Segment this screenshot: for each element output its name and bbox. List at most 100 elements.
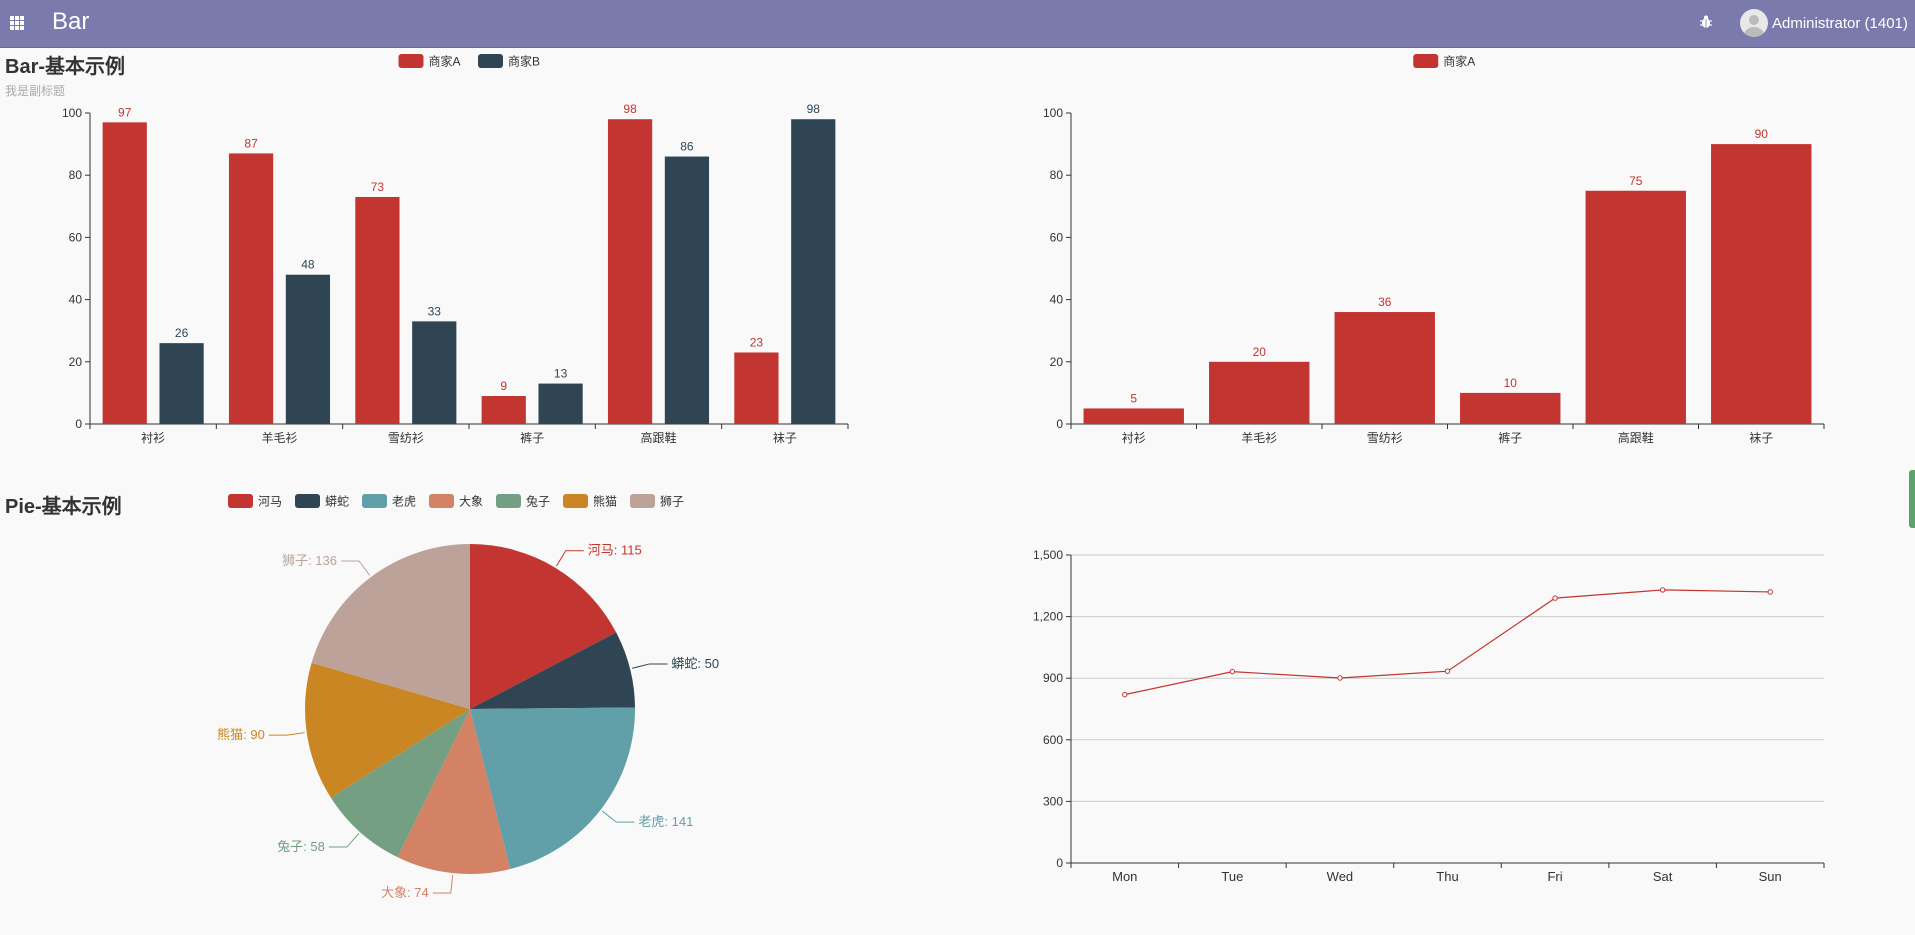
bar <box>791 119 836 424</box>
legend-swatch <box>478 54 503 68</box>
legend-label: 商家B <box>508 54 540 69</box>
data-point <box>1767 589 1773 595</box>
data-label: 97 <box>118 105 132 119</box>
data-label: 48 <box>301 258 315 272</box>
x-tick-label: 裤子 <box>1498 431 1522 445</box>
y-tick-label: 1,500 <box>1033 548 1063 562</box>
pie-slice <box>397 709 511 874</box>
data-label: 87 <box>244 136 258 150</box>
legend-label: 蟒蛇 <box>325 494 349 509</box>
bug-icon[interactable] <box>1697 13 1715 31</box>
y-tick-label: 0 <box>75 417 82 431</box>
x-tick-label: 衬衫 <box>141 431 165 445</box>
pie-label-line <box>268 732 305 736</box>
legend-label: 兔子 <box>526 494 550 509</box>
pie-label-line <box>631 663 668 669</box>
data-point <box>1659 587 1666 593</box>
y-tick-label: 20 <box>69 355 83 369</box>
x-tick-label: 高跟鞋 <box>640 430 676 445</box>
x-tick-label: 高跟鞋 <box>1618 430 1654 445</box>
legend-swatch <box>362 494 387 508</box>
bar <box>1585 190 1686 424</box>
legend-label: 河马 <box>258 495 282 509</box>
legend-swatch <box>630 494 655 508</box>
bar <box>1460 392 1561 424</box>
x-tick-label: 羊毛衫 <box>1241 430 1277 445</box>
data-label: 98 <box>807 102 821 116</box>
bar <box>538 383 583 424</box>
x-tick-label: Mon <box>1112 869 1137 884</box>
y-tick-label: 0 <box>1056 417 1063 431</box>
data-point <box>1552 595 1558 601</box>
bar-chart-title: Bar-基本示例 <box>5 56 126 78</box>
data-label: 10 <box>1504 376 1518 390</box>
data-label: 13 <box>554 367 568 381</box>
pie-label-line <box>328 833 360 848</box>
x-tick-label: Thu <box>1436 869 1458 884</box>
bar <box>1334 312 1435 424</box>
data-point <box>1444 668 1451 674</box>
y-tick-label: 100 <box>62 106 82 120</box>
data-label: 86 <box>680 140 694 154</box>
y-tick-label: 40 <box>69 293 83 307</box>
bar <box>228 153 274 424</box>
line-chart: 0 300 600 900 1,200 1,500 Mon Tue Wed Thu Fri Sat Su… <box>1033 548 1825 884</box>
legend-label: 大象 <box>459 495 483 509</box>
data-label: 75 <box>1629 174 1643 188</box>
legend-label: 老虎 <box>392 495 416 509</box>
pie-chart-title: Pie-基本示例 <box>5 496 122 518</box>
legend-label: 狮子 <box>660 495 684 509</box>
x-tick-label: Fri <box>1547 869 1562 884</box>
bar <box>355 196 400 424</box>
y-tick-label: 60 <box>1050 230 1064 244</box>
data-label: 26 <box>175 326 189 340</box>
bar <box>285 274 331 424</box>
x-tick-label: 衬衫 <box>1122 431 1146 445</box>
bar <box>664 156 710 424</box>
legend-swatch <box>1413 54 1439 68</box>
pie-label: 狮子: 136 <box>282 553 337 568</box>
legend-swatch <box>228 494 253 508</box>
x-tick-label: Sat <box>1653 869 1673 884</box>
x-tick-label: Tue <box>1221 869 1243 884</box>
pie-slice <box>305 662 470 798</box>
pie-slice <box>470 632 635 709</box>
side-handle[interactable] <box>1909 470 1915 528</box>
bar <box>1083 408 1184 424</box>
y-tick-label: 100 <box>1043 106 1063 120</box>
bar <box>102 122 147 424</box>
user-name: Administrator (1401) <box>1772 14 1908 32</box>
pie-slice <box>311 544 470 709</box>
bar <box>412 321 457 424</box>
grid-icon[interactable] <box>10 16 24 30</box>
bar <box>1711 144 1812 424</box>
bar-chart-1: 商家A 商家B 0 20 40 60 80 100 衬衫 97 26 羊毛衫 87 48 雪纺衫 73 33 裤子… <box>62 54 849 445</box>
bar-chart-subtitle: 我是副标题 <box>5 84 66 98</box>
x-tick-label: 袜子 <box>773 431 797 445</box>
series-line <box>1124 589 1771 696</box>
legend-swatch <box>295 494 320 508</box>
pie-slice <box>330 709 470 858</box>
y-tick-label: 60 <box>69 230 83 244</box>
user-menu[interactable]: Administrator (1401) <box>1740 8 1908 38</box>
pie-label-line <box>432 875 454 894</box>
data-label: 33 <box>428 304 442 318</box>
legend-swatch <box>429 494 454 508</box>
bar <box>159 343 204 424</box>
bar <box>481 396 526 424</box>
bar <box>734 352 779 424</box>
pie-label: 河马: 115 <box>588 543 642 558</box>
x-tick-label: 雪纺衫 <box>1367 431 1403 445</box>
data-label: 5 <box>1130 391 1137 405</box>
x-tick-label: 羊毛衫 <box>261 430 297 445</box>
pie-label-line <box>341 560 371 576</box>
pie-label: 兔子: 58 <box>277 839 325 854</box>
pie-label-line <box>556 550 584 567</box>
legend-label: 商家A <box>429 54 461 69</box>
y-tick-label: 900 <box>1043 671 1063 685</box>
y-tick-label: 40 <box>1050 293 1064 307</box>
legend-swatch <box>563 494 588 508</box>
data-point <box>1337 675 1343 681</box>
pie-label: 熊猫: 90 <box>217 727 265 742</box>
